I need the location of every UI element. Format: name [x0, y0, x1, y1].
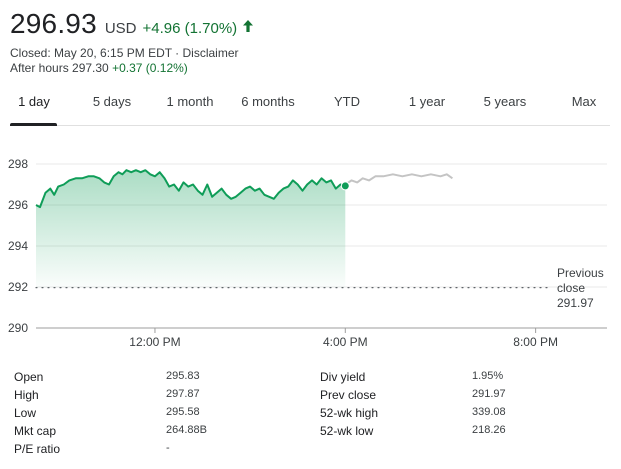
- x-tick-label: 12:00 PM: [129, 335, 180, 349]
- tab-1-year[interactable]: 1 year: [408, 94, 446, 109]
- stat-value: 295.83: [166, 370, 200, 382]
- tab-5-years[interactable]: 5 years: [483, 94, 527, 109]
- current-price: 296.93: [10, 8, 97, 39]
- tab-6-months[interactable]: 6 months: [241, 94, 295, 109]
- after-hours-label: After hours 297.30: [10, 61, 109, 75]
- stat-value: -: [166, 442, 170, 454]
- price-change: +4.96 (1.70%): [142, 20, 238, 37]
- closed-status[interactable]: Closed: May 20, 6:15 PM EDT · Disclaimer: [10, 46, 239, 60]
- y-tick-label: 296: [8, 198, 28, 212]
- range-tabs: 1 day 5 days 1 month 6 months YTD 1 year…: [10, 88, 610, 126]
- y-tick-label: 298: [8, 157, 28, 171]
- after-hours-line: [344, 173, 453, 186]
- stat-row: High 297.87 Prev close 291.97: [0, 388, 621, 406]
- stat-label: 52-wk high: [320, 406, 379, 420]
- close-point: [340, 181, 350, 191]
- stat-row: Mkt cap 264.88B 52-wk low 218.26: [0, 424, 621, 442]
- previous-close-label: Previous close 291.97: [557, 266, 604, 311]
- tab-max[interactable]: Max: [571, 94, 597, 109]
- tab-1-day[interactable]: 1 day: [18, 94, 50, 109]
- price-area: [36, 170, 346, 288]
- y-tick-label: 292: [8, 280, 28, 294]
- after-hours-change: +0.37 (0.12%): [112, 61, 188, 75]
- x-tick-label: 4:00 PM: [323, 335, 368, 349]
- key-stats: Open 295.83 Div yield 1.95% High 297.87 …: [0, 368, 621, 468]
- stat-value: 291.97: [472, 388, 506, 400]
- stat-row: P/E ratio -: [0, 442, 621, 460]
- stat-row: Low 295.58 52-wk high 339.08: [0, 406, 621, 424]
- y-tick-label: 290: [8, 321, 28, 335]
- price-row: 296.93 USD +4.96 (1.70%): [10, 8, 621, 46]
- tab-5-days[interactable]: 5 days: [92, 94, 132, 109]
- stat-label: Prev close: [320, 388, 377, 402]
- stat-label: Open: [14, 370, 44, 384]
- previous-close-value: 291.97: [557, 296, 594, 310]
- price-line: [35, 169, 346, 209]
- stat-value: 339.08: [472, 406, 506, 418]
- stat-label: P/E ratio: [14, 442, 61, 456]
- active-tab-indicator: [10, 123, 57, 126]
- currency-label: USD: [104, 20, 137, 37]
- price-chart[interactable]: 298 296 294 292 290 12:00 PM 4:00 PM 8:00 PM Pr…: [0, 140, 621, 360]
- stat-label: Div yield: [320, 370, 366, 384]
- previous-close-text-1: Previous: [557, 266, 604, 280]
- after-hours: After hours 297.30 +0.37 (0.12%): [10, 61, 621, 76]
- y-tick-label: 294: [8, 239, 28, 253]
- stat-value: 1.95%: [472, 370, 504, 382]
- x-tick-label: 8:00 PM: [513, 335, 558, 349]
- stat-label: High: [14, 388, 39, 402]
- stat-label: Low: [14, 406, 37, 420]
- price-chart-svg: 298 296 294 292 290 12:00 PM 4:00 PM 8:00 PM: [8, 157, 607, 349]
- stat-row: Open 295.83 Div yield 1.95%: [0, 370, 621, 388]
- tab-1-month[interactable]: 1 month: [166, 94, 214, 109]
- arrow-up-icon: [243, 20, 254, 32]
- stat-label: 52-wk low: [320, 424, 374, 438]
- stat-value: 297.87: [166, 388, 200, 400]
- tab-ytd[interactable]: YTD: [334, 94, 360, 109]
- stat-label: Mkt cap: [14, 424, 57, 438]
- stat-value: 264.88B: [166, 424, 207, 436]
- previous-close-text-2: close: [557, 281, 586, 295]
- quote-header: 296.93 USD +4.96 (1.70%) Closed: May 20,…: [10, 8, 621, 76]
- stat-value: 218.26: [472, 424, 506, 436]
- stat-value: 295.58: [166, 406, 200, 418]
